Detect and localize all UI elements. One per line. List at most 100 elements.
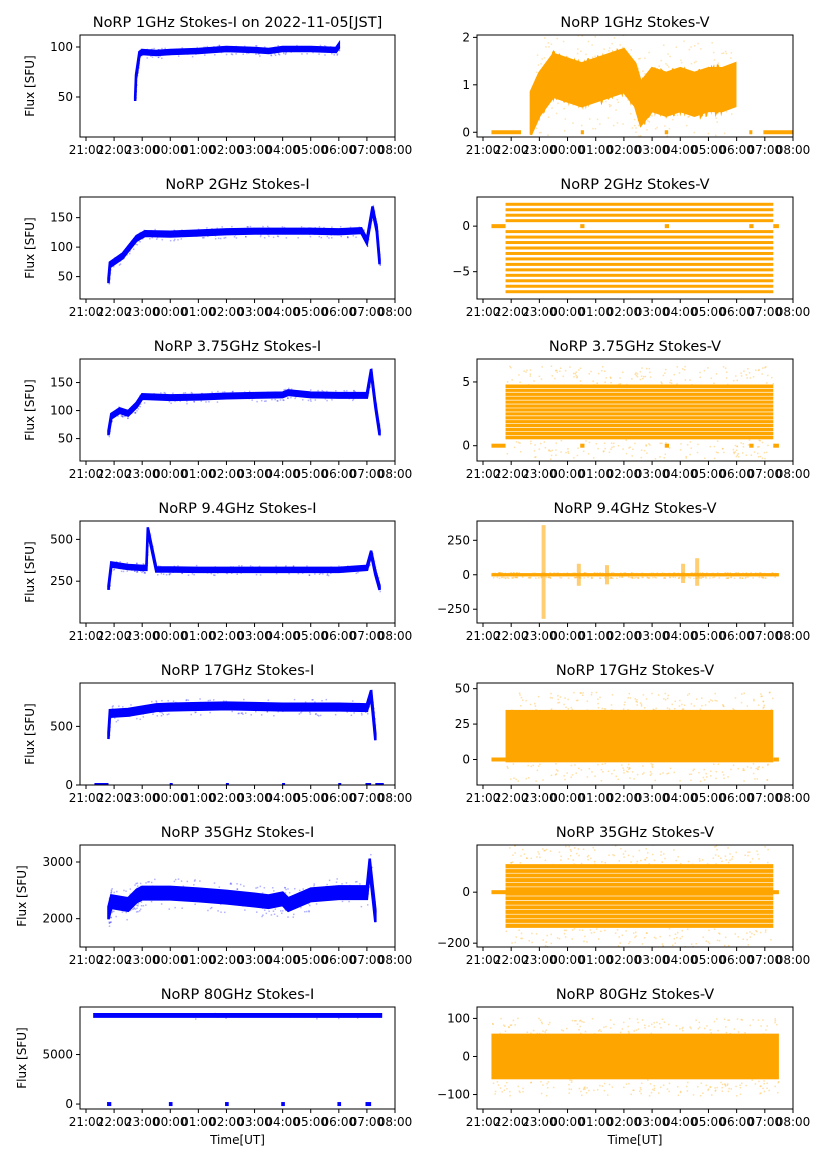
data-point bbox=[331, 397, 334, 399]
x-tick-label: 08:00 bbox=[776, 791, 811, 805]
data-point bbox=[378, 586, 380, 588]
data-point bbox=[545, 46, 547, 48]
data-point bbox=[512, 854, 514, 856]
data-point bbox=[563, 949, 565, 951]
data-point bbox=[139, 53, 141, 55]
data-point bbox=[359, 883, 361, 885]
data-point bbox=[759, 572, 761, 574]
data-point bbox=[264, 47, 267, 49]
data-point bbox=[177, 565, 179, 567]
data-point bbox=[690, 62, 693, 65]
x-tick-label: 21:00 bbox=[466, 305, 501, 319]
data-point bbox=[258, 227, 261, 230]
data-point bbox=[374, 401, 376, 403]
data-point bbox=[740, 372, 742, 374]
data-point bbox=[367, 706, 370, 708]
data-point bbox=[499, 1032, 501, 1035]
data-point bbox=[276, 235, 279, 237]
data-point bbox=[287, 709, 289, 711]
data-point bbox=[612, 124, 615, 127]
data-point bbox=[692, 1094, 695, 1096]
x-tick-label: 02:00 bbox=[607, 953, 642, 967]
data-point bbox=[285, 902, 288, 905]
subplot-title: NoRP 17GHz Stokes-I bbox=[161, 663, 315, 679]
subplot-title: NoRP 9.4GHz Stokes-V bbox=[554, 501, 717, 517]
data-point bbox=[512, 763, 515, 765]
data-point bbox=[742, 950, 744, 952]
data-point bbox=[672, 118, 674, 121]
data-point bbox=[187, 699, 190, 701]
data-point bbox=[320, 236, 323, 239]
data-point bbox=[744, 577, 747, 579]
data-point bbox=[282, 399, 284, 401]
data-point bbox=[179, 400, 181, 402]
data-point bbox=[136, 895, 138, 898]
data-point bbox=[346, 235, 349, 238]
data-point bbox=[151, 548, 153, 550]
data-point bbox=[577, 35, 579, 37]
data-point bbox=[206, 47, 208, 49]
data-point bbox=[342, 396, 344, 399]
data-point bbox=[370, 559, 372, 562]
data-point bbox=[536, 572, 538, 575]
data-point bbox=[150, 55, 152, 57]
data-point bbox=[243, 391, 246, 393]
data-point bbox=[136, 405, 139, 407]
data-point bbox=[726, 1083, 729, 1085]
data-point bbox=[133, 907, 136, 909]
data-point bbox=[287, 397, 289, 400]
data-point bbox=[679, 449, 682, 451]
data-point bbox=[168, 573, 171, 575]
data-point bbox=[249, 225, 252, 228]
data-point bbox=[529, 375, 532, 377]
data-point bbox=[756, 572, 759, 575]
data-point bbox=[320, 46, 323, 48]
data-point bbox=[623, 769, 625, 772]
data-point bbox=[277, 570, 280, 573]
data-point bbox=[278, 232, 281, 235]
data-point bbox=[496, 1081, 499, 1083]
data-point bbox=[225, 392, 227, 394]
data-point bbox=[371, 552, 373, 554]
data-point bbox=[109, 585, 111, 587]
data-point bbox=[530, 442, 532, 445]
data-point bbox=[751, 857, 754, 860]
x-tick-label: 04:00 bbox=[663, 143, 698, 157]
zero-segment bbox=[749, 130, 753, 135]
x-tick-label: 00:00 bbox=[550, 467, 585, 481]
data-point bbox=[303, 233, 305, 235]
data-point bbox=[283, 226, 286, 229]
data-point bbox=[623, 572, 626, 575]
data-point bbox=[718, 577, 721, 579]
data-point bbox=[761, 457, 764, 459]
data-point bbox=[748, 851, 751, 853]
data-point bbox=[377, 420, 380, 422]
data-point bbox=[129, 409, 131, 412]
data-point bbox=[587, 576, 589, 579]
data-point bbox=[338, 45, 340, 47]
data-point bbox=[141, 51, 144, 53]
data-point bbox=[256, 400, 258, 403]
data-point bbox=[576, 454, 579, 457]
data-point bbox=[159, 708, 162, 710]
data-point bbox=[760, 695, 762, 698]
data-point bbox=[117, 413, 120, 415]
data-point bbox=[680, 61, 683, 64]
data-point bbox=[287, 888, 289, 890]
data-point bbox=[142, 570, 145, 572]
data-point bbox=[621, 1028, 624, 1030]
data-point bbox=[261, 892, 264, 894]
data-point bbox=[344, 391, 346, 393]
data-point bbox=[645, 932, 648, 934]
data-point bbox=[746, 377, 749, 379]
data-point bbox=[230, 566, 232, 568]
data-point bbox=[722, 447, 724, 450]
data-point bbox=[147, 534, 150, 537]
data-point bbox=[143, 568, 145, 571]
data-point bbox=[133, 907, 135, 910]
data-point bbox=[374, 732, 377, 734]
data-point bbox=[137, 408, 140, 410]
data-point bbox=[703, 779, 706, 781]
data-point bbox=[122, 570, 125, 573]
data-point bbox=[628, 576, 630, 578]
